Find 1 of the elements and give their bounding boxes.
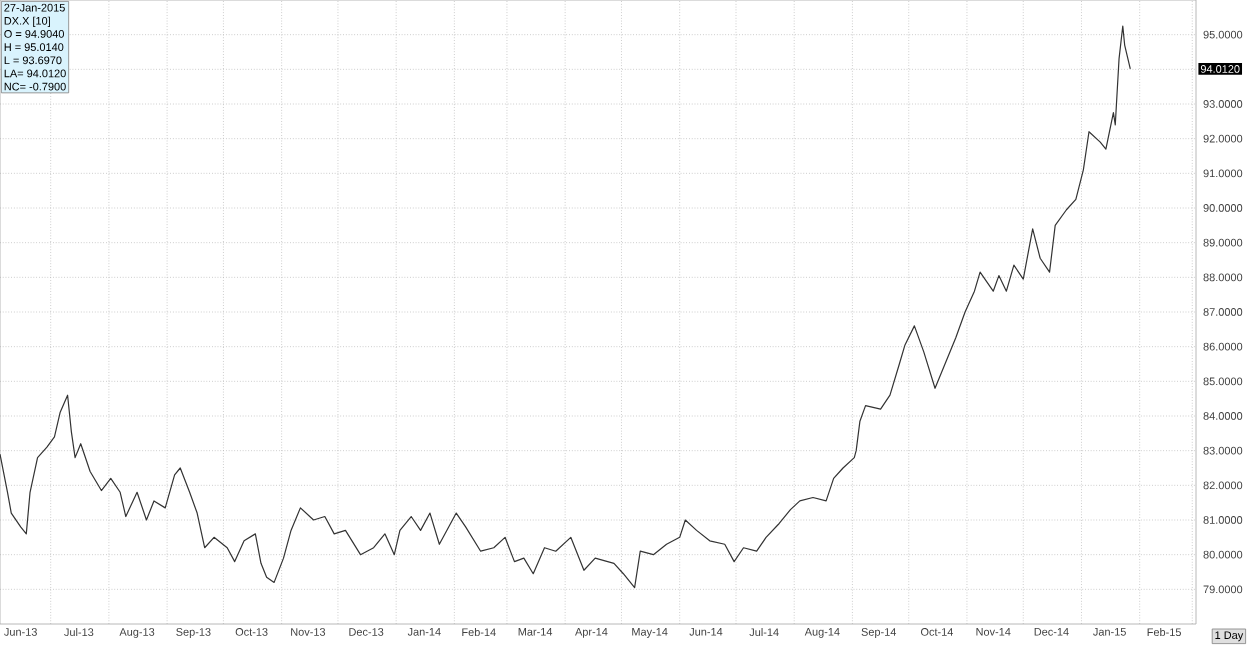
- line-series: [0, 25, 1131, 589]
